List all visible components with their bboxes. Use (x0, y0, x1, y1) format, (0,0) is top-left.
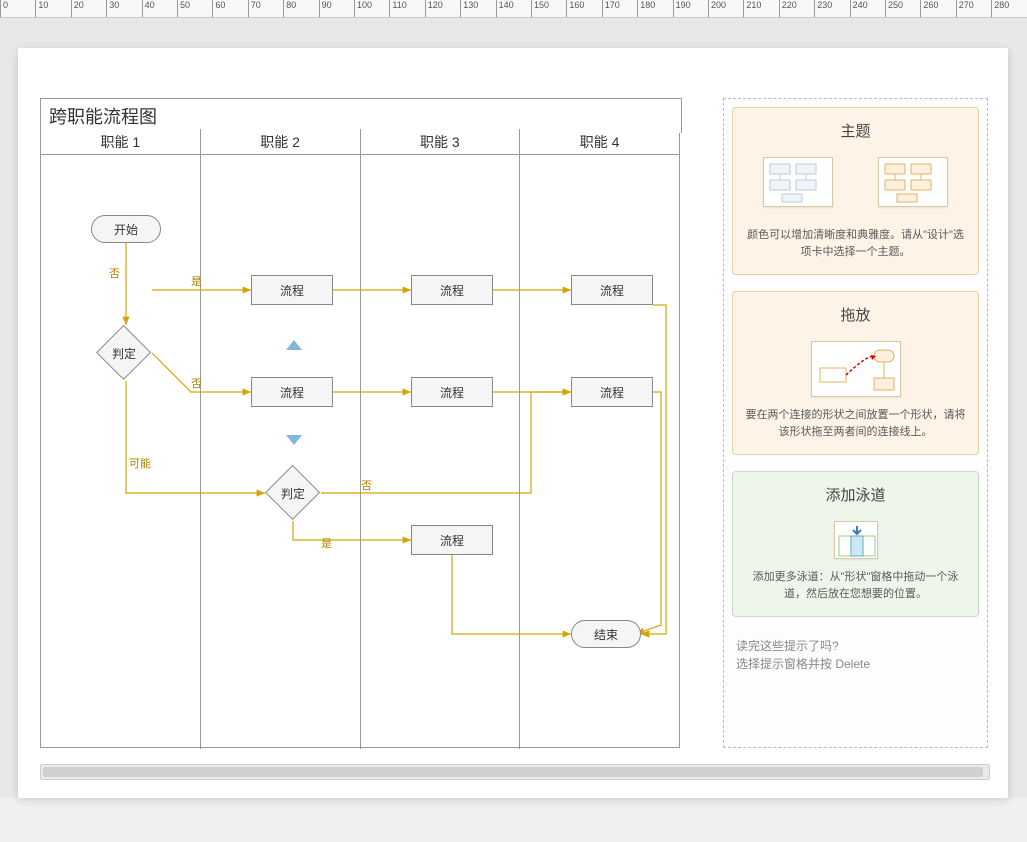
ruler-tick: 0 (0, 0, 8, 18)
lane-4[interactable] (520, 155, 679, 749)
ruler-tick: 250 (885, 0, 903, 18)
ruler-tick: 210 (743, 0, 761, 18)
ruler-tick: 240 (850, 0, 868, 18)
lane-2[interactable] (201, 155, 361, 749)
lane-3[interactable] (361, 155, 521, 749)
lane-1[interactable] (41, 155, 201, 749)
hint-footer: 读完这些提示了吗? 选择提示窗格并按 Delete (732, 633, 979, 677)
hint-footer-a: 选择提示窗格并按 Delete (736, 655, 975, 673)
shape-end[interactable]: 结束 (571, 620, 641, 648)
lane-header-3[interactable]: 职能 3 (361, 129, 521, 154)
hint-footer-q: 读完这些提示了吗? (736, 637, 975, 655)
horizontal-ruler: 0 10 20 30 40 50 60 70 80 90 100 110 120 130 140 150 160… (0, 0, 1027, 18)
swimlane-title[interactable]: 跨职能流程图 (40, 98, 682, 133)
shape-p13[interactable]: 流程 (571, 275, 653, 305)
shape-p23[interactable]: 流程 (571, 377, 653, 407)
ruler-tick: 200 (708, 0, 726, 18)
hint-lane-desc: 添加更多泳道：从"形状"窗格中拖动一个泳道，然后放在您想要的位置。 (743, 569, 968, 602)
lane-header-2[interactable]: 职能 2 (201, 129, 361, 154)
hint-theme-title: 主题 (743, 120, 968, 141)
shape-p21[interactable]: 流程 (251, 377, 333, 407)
ruler-tick: 270 (956, 0, 974, 18)
shape-label: 判定 (96, 345, 152, 362)
hscroll-thumb[interactable] (43, 767, 983, 777)
ruler-tick: 180 (637, 0, 655, 18)
shape-start[interactable]: 开始 (91, 215, 161, 243)
ruler-tick: 130 (460, 0, 478, 18)
shape-dec2[interactable]: 判定 (265, 465, 321, 521)
hint-theme-thumbs (743, 151, 968, 217)
theme-thumb-1[interactable] (763, 157, 833, 207)
horizontal-scrollbar[interactable] (40, 764, 990, 780)
ruler-tick: 90 (319, 0, 332, 18)
theme-thumb-2[interactable] (878, 157, 948, 207)
ruler-tick: 160 (566, 0, 584, 18)
hint-panel[interactable]: 主题 (723, 98, 988, 748)
hint-card-addlane[interactable]: 添加泳道 添加更多泳道：从"形状"窗格中拖动一个泳道，然后放在您想要的位置。 (732, 471, 979, 617)
ruler-tick: 170 (602, 0, 620, 18)
shape-p12[interactable]: 流程 (411, 275, 493, 305)
ruler-tick: 220 (779, 0, 797, 18)
shape-p22[interactable]: 流程 (411, 377, 493, 407)
swimlane-container[interactable]: 跨职能流程图 职能 1 职能 2 职能 3 职能 4 (40, 98, 680, 748)
ruler-tick: 70 (248, 0, 261, 18)
shape-p31[interactable]: 流程 (411, 525, 493, 555)
ruler-tick: 140 (496, 0, 514, 18)
ruler-tick: 280 (991, 0, 1009, 18)
ruler-tick: 40 (142, 0, 155, 18)
hint-drag-desc: 要在两个连接的形状之间放置一个形状，请将该形状拖至两者间的连接线上。 (743, 407, 968, 440)
ruler-tick: 100 (354, 0, 372, 18)
ruler-tick: 60 (212, 0, 225, 18)
lane-thumb[interactable] (834, 521, 878, 559)
drag-thumb[interactable] (811, 341, 901, 397)
lane-header-1[interactable]: 职能 1 (41, 129, 201, 154)
ruler-tick: 260 (920, 0, 938, 18)
ruler-tick: 110 (389, 0, 406, 18)
lane-headers: 职能 1 职能 2 职能 3 职能 4 (41, 129, 679, 155)
lane-header-4[interactable]: 职能 4 (520, 129, 679, 154)
hint-card-theme[interactable]: 主题 (732, 107, 979, 275)
shape-label: 判定 (265, 485, 321, 502)
hint-card-dragdrop[interactable]: 拖放 要在两个连接的形状之间放置一个形状，请将该形状拖至两者间的连接线上。 (732, 291, 979, 455)
ruler-tick: 230 (814, 0, 832, 18)
ruler-tick: 20 (71, 0, 84, 18)
hint-theme-desc: 颜色可以增加清晰度和典雅度。请从"设计"选项卡中选择一个主题。 (743, 227, 968, 260)
lane-body (41, 155, 679, 749)
ruler-tick: 50 (177, 0, 190, 18)
ruler-tick: 190 (673, 0, 691, 18)
drawing-page[interactable]: 跨职能流程图 职能 1 职能 2 职能 3 职能 4 (18, 48, 1008, 798)
ruler-tick: 120 (425, 0, 443, 18)
autoconnect-arrow-up[interactable] (286, 340, 302, 350)
canvas-background[interactable]: 跨职能流程图 职能 1 职能 2 职能 3 职能 4 (0, 18, 1027, 798)
hint-drag-title: 拖放 (743, 304, 968, 325)
ruler-tick: 30 (106, 0, 119, 18)
hint-lane-title: 添加泳道 (743, 484, 968, 505)
ruler-tick: 150 (531, 0, 549, 18)
ruler-tick: 80 (283, 0, 296, 18)
shape-p11[interactable]: 流程 (251, 275, 333, 305)
ruler-tick: 10 (35, 0, 48, 18)
autoconnect-arrow-down[interactable] (286, 435, 302, 445)
shape-dec1[interactable]: 判定 (96, 325, 152, 381)
